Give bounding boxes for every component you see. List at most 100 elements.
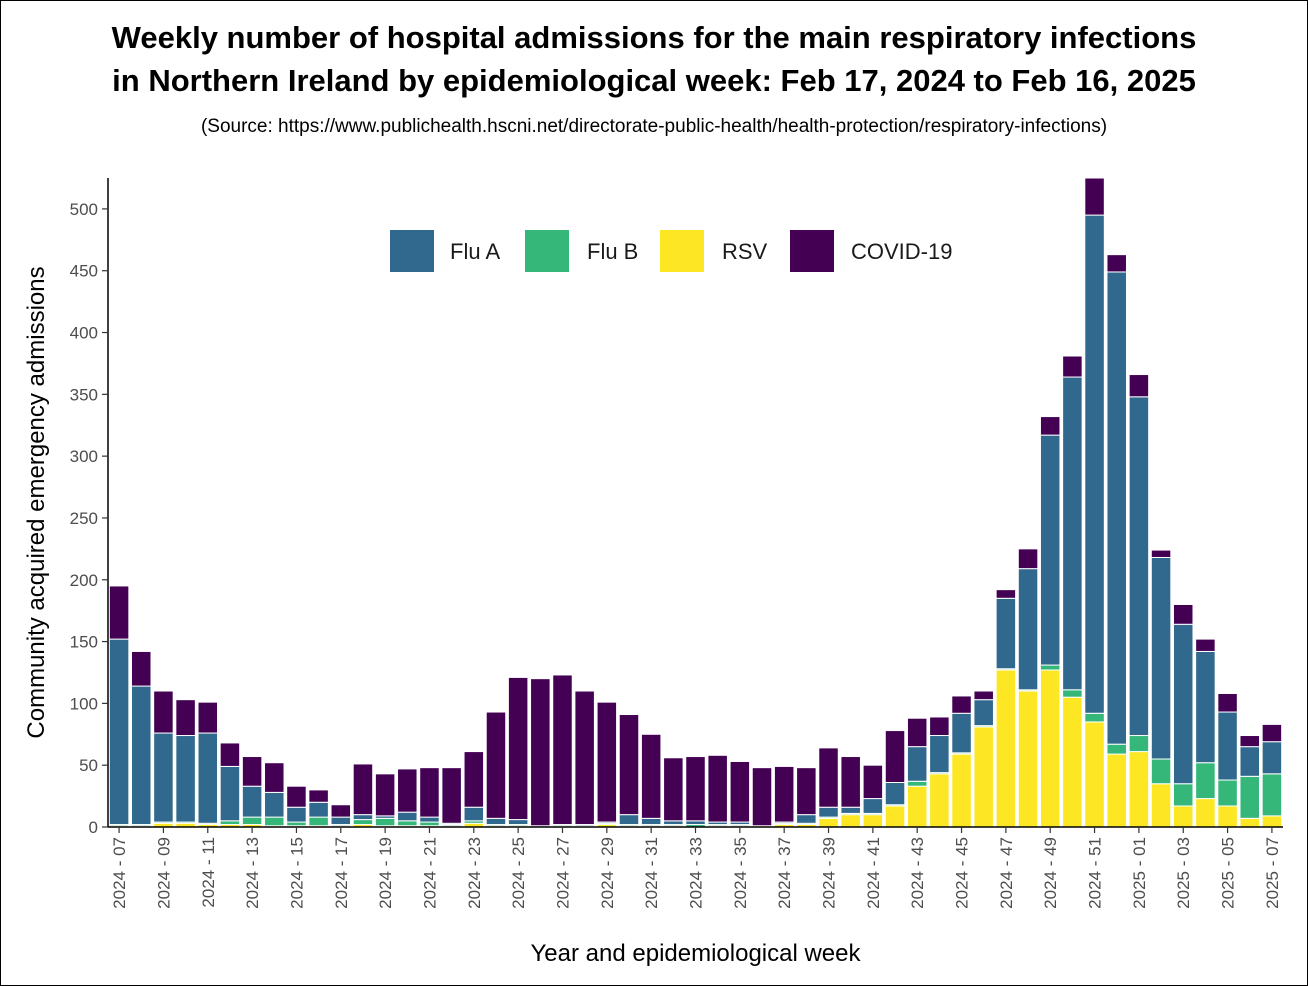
bar-segment-flu-a-2024-44 [929,735,950,774]
bar-segment-covid-19-2024-46 [973,690,994,701]
bar-segment-rsv-2024-42 [884,805,906,828]
bar-segment-flu-a-2025-05 [1217,711,1238,781]
bar-segment-flu-a-2024-49 [1039,434,1061,666]
y-tick-label: 400 [70,324,98,343]
bar-segment-covid-19-2024-39 [818,747,839,808]
y-tick-label: 200 [70,571,98,590]
x-tick-label: 2024 - 13 [243,837,262,909]
bar-segment-flu-a-2024-47 [995,597,1017,670]
x-tick-label: 2024 - 49 [1041,837,1060,909]
bar-segment-flu-a-2025-04 [1195,650,1216,764]
bar-segment-covid-19-2024-34 [707,754,728,823]
bar-segment-rsv-2024-50 [1062,696,1083,828]
bar-segment-flu-b-2025-04 [1195,762,1216,800]
bar-segment-covid-19-2024-35 [729,760,751,823]
bar-segment-flu-a-2024-13 [241,785,263,818]
bar-segment-rsv-2025-06 [1239,817,1260,828]
bar-segment-rsv-2024-45 [951,753,972,828]
bar-segment-covid-19-2024-24 [485,711,507,819]
x-tick-label: 2024 - 23 [465,837,484,909]
bar-segment-flu-a-2024-43 [906,746,928,782]
bar-segment-flu-a-2024-08 [131,685,152,826]
bar-segment-covid-19-2024-09 [153,690,174,734]
bar-segment-flu-b-2024-52 [1106,743,1127,755]
x-tick-label: 2024 - 37 [775,837,794,909]
bar-segment-flu-a-2024-25 [507,819,529,826]
bar-segment-covid-19-2024-20 [397,768,418,813]
bar-segment-covid-19-2024-43 [906,717,928,748]
bar-segment-flu-b-2024-18 [352,819,374,826]
bar-segment-rsv-2024-41 [862,814,884,828]
x-tick-label: 2025 - 03 [1174,837,1193,909]
bar-segment-covid-19-2024-45 [951,695,972,714]
bar-segment-covid-19-2024-22 [441,767,462,824]
bar-segment-flu-b-2024-15 [286,821,307,827]
bar-segment-flu-a-2024-38 [796,814,817,824]
bar-segment-flu-a-2024-40 [840,806,861,814]
bar-segment-flu-b-2024-13 [241,816,263,826]
bar-segment-covid-19-2024-29 [596,701,618,823]
bar-segment-flu-b-2024-21 [419,821,440,827]
y-axis: 0 50 100 150 200 250 300 350 400 450 500 [70,178,109,837]
bar-segment-covid-19-2024-10 [175,699,196,737]
bar-segment-covid-19-2024-15 [286,785,307,808]
legend-label-covid-19: COVID-19 [851,239,952,264]
y-tick-label: 100 [70,694,98,713]
x-tick-label: 2024 - 31 [642,837,661,909]
bar-segment-flu-b-2024-19 [374,817,396,827]
bar-segment-covid-19-2025-05 [1217,692,1238,713]
bar-layer [108,177,1283,828]
y-tick-label: 0 [89,818,98,837]
bar-segment-covid-19-2024-48 [1017,548,1039,570]
bar-segment-rsv-2025-02 [1150,783,1172,828]
y-tick-label: 50 [79,756,98,775]
bar-segment-flu-a-2024-21 [419,816,440,823]
chart-title-line-2: in Northern Ireland by epidemiological w… [112,63,1196,98]
bar-segment-flu-a-2024-33 [685,820,706,826]
bar-segment-covid-19-2024-11 [197,701,219,734]
bar-segment-rsv-2025-07 [1261,815,1283,828]
bar-segment-flu-a-2025-02 [1150,557,1172,760]
x-tick-label: 2025 - 07 [1263,837,1282,909]
x-axis-title: Year and epidemiological week [531,940,862,967]
bar-segment-covid-19-2024-27 [552,674,573,826]
bar-segment-covid-19-2024-13 [241,756,263,787]
bar-segment-flu-a-2024-18 [352,814,374,821]
x-tick-label: 2024 - 33 [687,837,706,909]
chart-source-subtitle: (Source: https://www.publichealth.hscni.… [200,116,1108,137]
bar-segment-flu-a-2024-17 [330,816,352,826]
bar-segment-covid-19-2024-44 [929,716,950,737]
bar-segment-flu-a-2025-01 [1128,396,1150,737]
bar-segment-covid-19-2024-36 [751,767,773,827]
bar-segment-covid-19-2024-32 [663,757,684,822]
bar-segment-flu-a-2024-31 [640,817,662,826]
bar-segment-rsv-2024-49 [1039,669,1061,828]
bar-segment-flu-a-2024-50 [1062,376,1083,691]
bar-segment-covid-19-2024-50 [1062,355,1083,378]
bar-segment-flu-a-2024-23 [463,806,485,822]
bar-segment-flu-a-2024-32 [663,820,684,826]
bar-segment-covid-19-2024-28 [574,690,595,826]
bar-segment-flu-a-2024-51 [1084,214,1105,714]
x-tick-label: 2024 - 39 [820,837,839,909]
x-tick-label: 2024 - 25 [509,837,528,909]
bar-segment-flu-b-2025-07 [1261,773,1283,817]
bar-segment-flu-a-2024-15 [286,806,307,823]
bar-segment-rsv-2024-47 [995,669,1017,828]
bar-segment-covid-19-2024-42 [884,730,906,784]
bar-segment-rsv-2024-44 [929,773,950,828]
x-tick-label: 2024 - 27 [553,837,572,909]
bar-segment-flu-a-2024-09 [153,732,174,823]
bar-segment-covid-19-2024-16 [308,789,329,803]
bar-segment-flu-a-2024-39 [818,806,839,818]
bar-segment-rsv-2024-43 [906,785,928,828]
x-tick-label: 2024 - 45 [953,837,972,909]
bar-segment-covid-19-2024-37 [773,765,795,823]
x-tick-label: 2024 - 29 [598,837,617,909]
legend-label-flu-a: Flu A [450,239,500,264]
bar-segment-flu-a-2024-11 [197,732,219,824]
bar-segment-rsv-2025-01 [1128,751,1150,828]
bar-segment-rsv-2024-40 [840,814,861,828]
bar-segment-covid-19-2024-41 [862,764,884,800]
